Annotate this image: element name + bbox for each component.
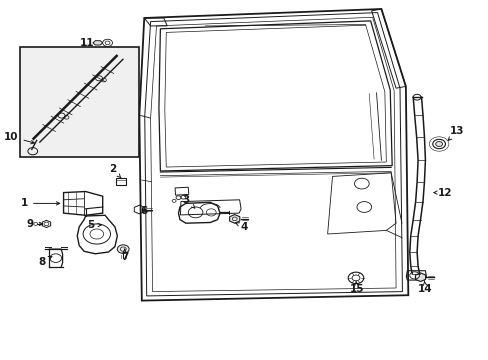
Text: 3: 3: [182, 195, 194, 208]
Text: 2: 2: [109, 164, 121, 178]
Polygon shape: [415, 273, 425, 282]
Circle shape: [117, 245, 129, 253]
Text: 14: 14: [417, 281, 432, 294]
Text: 11: 11: [80, 38, 94, 48]
Polygon shape: [93, 41, 102, 45]
Circle shape: [435, 141, 442, 147]
Bar: [116, 178, 126, 185]
Text: 1: 1: [21, 198, 60, 208]
Text: 10: 10: [4, 132, 34, 144]
Text: 8: 8: [38, 256, 52, 267]
Text: 4: 4: [235, 222, 248, 232]
Text: 9: 9: [27, 219, 42, 229]
Text: 13: 13: [447, 126, 464, 140]
Text: 7: 7: [121, 249, 128, 262]
Text: 15: 15: [349, 281, 364, 294]
Bar: [20, 47, 139, 157]
Text: 12: 12: [433, 188, 451, 198]
Polygon shape: [229, 215, 239, 223]
Text: 5: 5: [87, 220, 101, 230]
Text: 6: 6: [141, 206, 147, 216]
